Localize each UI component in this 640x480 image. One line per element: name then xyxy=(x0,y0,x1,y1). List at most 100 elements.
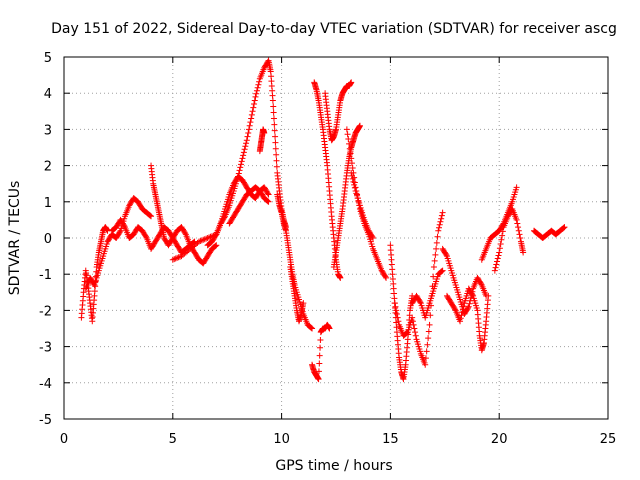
data-point xyxy=(391,300,398,307)
data-point xyxy=(248,115,255,122)
data-point xyxy=(273,151,280,158)
data-point xyxy=(243,140,250,147)
data-point xyxy=(169,256,176,263)
data-point xyxy=(255,81,262,88)
data-point xyxy=(520,249,527,256)
data-point xyxy=(395,318,402,325)
data-point xyxy=(344,131,351,138)
data-point xyxy=(200,236,207,243)
series-track-17 xyxy=(387,242,416,383)
data-point xyxy=(265,198,272,205)
data-point xyxy=(496,249,503,256)
series-track-21 xyxy=(443,285,492,354)
data-point xyxy=(425,328,432,335)
data-point xyxy=(438,212,445,219)
data-point xyxy=(493,261,500,268)
data-point xyxy=(175,254,182,261)
data-point xyxy=(351,184,358,191)
y-tick-label: 5 xyxy=(44,51,52,66)
data-point xyxy=(174,254,181,261)
data-point xyxy=(236,167,243,174)
data-point xyxy=(351,181,358,188)
series-track-8 xyxy=(256,126,268,155)
data-point xyxy=(499,232,506,239)
data-point xyxy=(308,324,315,331)
data-point xyxy=(264,197,271,204)
y-tick-label: 4 xyxy=(44,87,52,102)
data-point xyxy=(213,242,220,249)
data-point xyxy=(439,267,446,274)
data-point xyxy=(403,330,410,337)
data-point xyxy=(249,108,256,115)
series-track-6 xyxy=(204,57,289,249)
data-point xyxy=(237,164,244,171)
data-point xyxy=(409,318,416,325)
data-point xyxy=(273,163,280,170)
data-point xyxy=(382,273,389,280)
data-point xyxy=(417,298,424,305)
data-point xyxy=(514,220,521,227)
data-point xyxy=(317,344,324,351)
data-point xyxy=(422,355,429,362)
data-point xyxy=(469,291,476,298)
data-point xyxy=(347,150,354,157)
data-point xyxy=(460,303,467,310)
data-point xyxy=(241,146,248,153)
data-point xyxy=(204,235,211,241)
data-point xyxy=(516,231,523,238)
x-tick-label: 5 xyxy=(169,432,177,447)
data-point xyxy=(244,133,251,140)
data-point xyxy=(466,300,473,307)
data-point xyxy=(422,361,429,368)
y-tick-label: -5 xyxy=(39,413,52,428)
data-point xyxy=(172,255,179,262)
y-tick-label: 2 xyxy=(44,160,52,175)
y-tick-label: 0 xyxy=(44,232,52,247)
data-point xyxy=(498,236,505,243)
data-point xyxy=(201,236,208,243)
data-point xyxy=(439,209,446,216)
data-point xyxy=(246,122,253,129)
data-point xyxy=(206,234,213,241)
plot-frame xyxy=(63,56,609,420)
y-tick-label: 1 xyxy=(44,196,52,211)
data-point xyxy=(438,268,445,275)
y-tick-label: 3 xyxy=(44,123,52,138)
data-point xyxy=(496,245,503,252)
data-point xyxy=(394,314,401,321)
data-point xyxy=(348,160,355,167)
series-track-19 xyxy=(409,267,446,321)
data-point xyxy=(264,190,271,197)
series-track-4 xyxy=(148,162,220,267)
data-point xyxy=(317,336,324,343)
data-point xyxy=(211,243,218,250)
series-track-23 xyxy=(491,206,527,274)
data-point xyxy=(195,238,202,245)
data-point xyxy=(240,152,247,159)
data-point xyxy=(197,238,204,245)
x-tick-label: 20 xyxy=(491,432,508,447)
series-track-18 xyxy=(391,209,446,368)
x-tick-label: 10 xyxy=(273,432,290,447)
data-point xyxy=(272,145,279,152)
data-point xyxy=(459,309,466,316)
data-point xyxy=(245,126,252,133)
data-point xyxy=(433,245,440,252)
data-point xyxy=(90,280,97,287)
data-point xyxy=(515,224,522,231)
data-point xyxy=(411,325,418,332)
data-point xyxy=(348,155,355,162)
y-tick-label: -2 xyxy=(39,304,52,319)
data-point xyxy=(307,324,314,331)
y-tick-label: -3 xyxy=(39,341,52,356)
data-point xyxy=(116,228,123,235)
data-point xyxy=(349,165,356,172)
data-point xyxy=(393,307,400,314)
data-point xyxy=(412,332,419,339)
data-point xyxy=(499,228,506,235)
data-point xyxy=(383,274,390,281)
data-point xyxy=(235,173,242,180)
data-point xyxy=(343,126,350,133)
x-tick-label: 25 xyxy=(600,432,617,447)
